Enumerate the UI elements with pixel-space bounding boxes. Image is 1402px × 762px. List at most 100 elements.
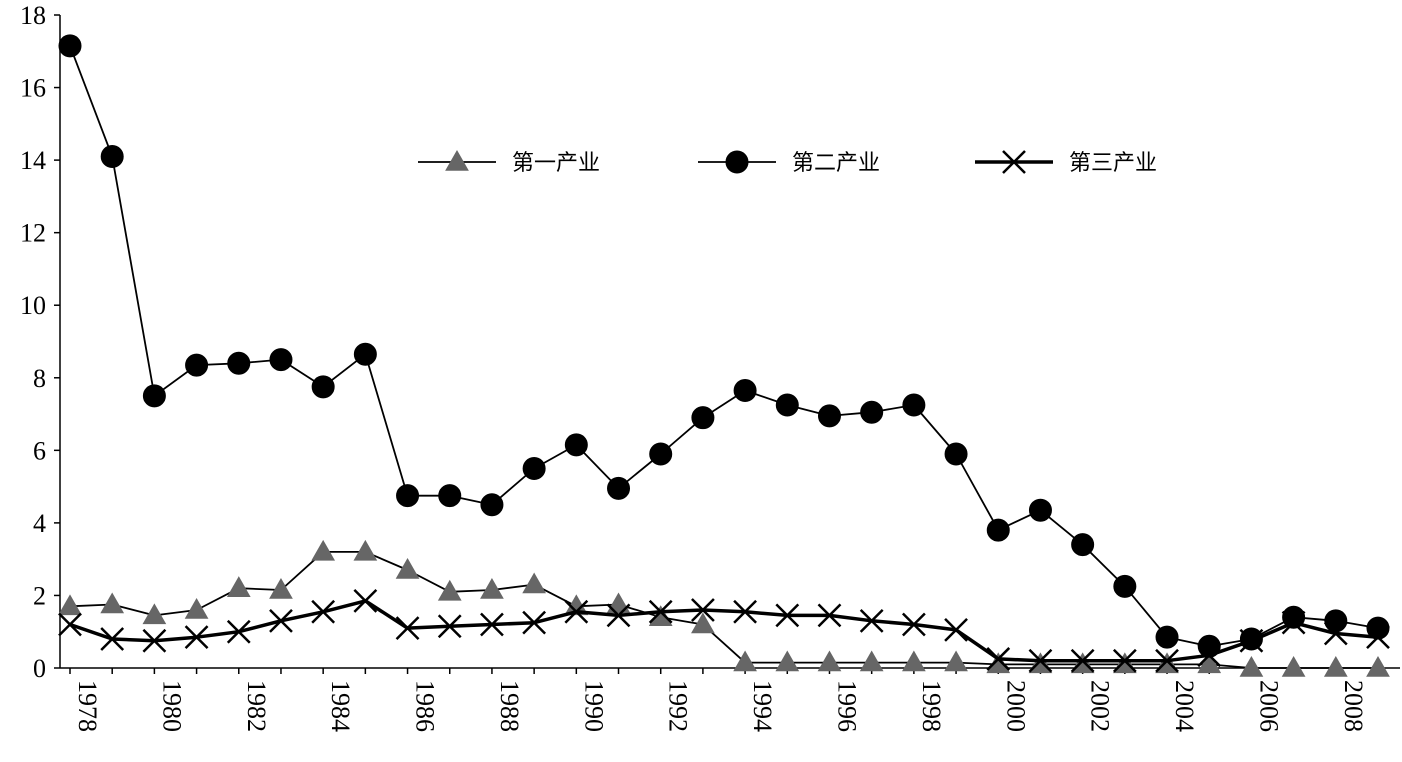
data-point-circle: [1197, 634, 1221, 658]
y-tick-label: 14: [20, 146, 46, 175]
data-point-triangle: [1366, 655, 1390, 677]
data-point-x: [1028, 648, 1053, 673]
series-line: [69, 551, 1378, 669]
data-point-x: [775, 603, 800, 628]
data-point-triangle: [733, 650, 757, 672]
data-point-triangle: [522, 572, 546, 594]
data-point-triangle: [859, 650, 884, 672]
data-point-triangle: [902, 650, 926, 672]
data-point-x: [817, 603, 842, 628]
legend-item: 第三产业: [975, 150, 1157, 176]
data-point-circle: [185, 353, 209, 377]
legend-label: 第一产业: [512, 151, 600, 176]
x-tick-label: 1980: [157, 680, 186, 732]
data-point-x: [691, 598, 715, 622]
data-point-circle: [817, 404, 841, 428]
x-tick-label: 2004: [1170, 680, 1199, 732]
data-point-circle: [1282, 605, 1306, 629]
y-axis-ticks: 0 2 4 6 8 10 12 14 16 18: [20, 1, 60, 683]
data-point-circle: [860, 400, 884, 424]
data-point-circle: [775, 393, 799, 417]
data-point-circle: [1324, 609, 1348, 633]
x-tick-label: 1986: [411, 680, 440, 732]
data-point-circle: [353, 342, 377, 366]
legend-label: 第三产业: [1069, 151, 1157, 176]
x-tick-label: 1978: [73, 680, 102, 732]
y-tick-label: 12: [20, 219, 46, 248]
data-point-x: [480, 612, 504, 637]
data-point-x: [58, 612, 82, 637]
data-point-circle: [522, 456, 546, 480]
data-point-x: [269, 608, 293, 633]
data-point-triangle: [58, 594, 82, 616]
data-point-x: [142, 628, 167, 653]
legend-label: 第二产业: [792, 151, 880, 176]
data-point-triangle: [1323, 655, 1348, 677]
data-point-circle: [1113, 574, 1137, 598]
data-point-triangle: [944, 650, 968, 672]
series-group: [58, 34, 1390, 677]
data-point-x: [353, 589, 378, 613]
data-point-circle: [1071, 533, 1095, 557]
legend-item: 第一产业: [418, 149, 600, 176]
legend: 第一产业 第二产业 第三产业: [418, 149, 1157, 176]
y-tick-label: 6: [33, 436, 46, 465]
data-point-x: [437, 614, 462, 639]
data-point-x: [1070, 648, 1095, 673]
x-tick-label: 2002: [1086, 680, 1115, 732]
data-point-x: [226, 619, 251, 644]
x-tick-label: 2008: [1339, 680, 1368, 732]
data-point-x: [564, 599, 589, 624]
legend-item: 第二产业: [698, 150, 880, 176]
data-point-triangle: [691, 612, 715, 634]
data-point-triangle: [100, 592, 125, 614]
data-point-x: [1112, 648, 1137, 673]
data-point-circle: [100, 144, 124, 168]
data-point-circle: [691, 406, 715, 430]
y-tick-label: 18: [20, 1, 46, 30]
legend-marker-triangle: [445, 149, 469, 171]
x-tick-label: 1998: [917, 680, 946, 732]
data-point-circle: [607, 476, 631, 500]
series-line: [69, 599, 1379, 663]
x-tick-label: 1994: [748, 680, 777, 732]
data-point-triangle: [311, 539, 336, 561]
x-tick-label: 1996: [832, 680, 861, 732]
series-circle: [58, 34, 1390, 658]
data-point-circle: [1028, 498, 1052, 522]
axes: [59, 15, 1400, 669]
data-point-x: [733, 599, 757, 624]
data-point-circle: [564, 433, 588, 457]
data-point-triangle: [775, 650, 800, 672]
data-point-circle: [944, 442, 968, 466]
series-x: [58, 589, 1390, 673]
series-line: [69, 45, 1379, 648]
data-point-circle: [986, 518, 1010, 542]
data-point-x: [859, 608, 884, 633]
data-point-triangle: [1197, 652, 1222, 674]
data-point-circle: [142, 384, 166, 408]
data-point-triangle: [142, 603, 167, 625]
x-tick-label: 1984: [326, 680, 355, 732]
data-point-triangle: [986, 652, 1011, 674]
legend-marker-x: [1002, 150, 1026, 174]
data-point-x: [184, 625, 209, 650]
data-point-triangle: [648, 605, 673, 626]
data-point-triangle: [353, 539, 378, 561]
data-point-triangle: [606, 592, 631, 614]
data-point-circle: [733, 378, 757, 402]
x-tick-label: 2006: [1254, 680, 1283, 732]
y-tick-label: 10: [20, 291, 46, 320]
data-point-x: [100, 627, 125, 651]
data-point-circle: [649, 442, 673, 466]
data-point-circle: [1155, 625, 1179, 649]
x-tick-label: 1990: [579, 680, 608, 732]
x-tick-label: 1982: [242, 680, 271, 732]
data-point-triangle: [817, 650, 842, 672]
y-tick-label: 4: [33, 509, 46, 538]
x-tick-label: 1988: [495, 680, 524, 732]
data-point-x: [1155, 648, 1179, 673]
data-point-triangle: [1239, 655, 1264, 677]
data-point-x: [986, 647, 1011, 671]
